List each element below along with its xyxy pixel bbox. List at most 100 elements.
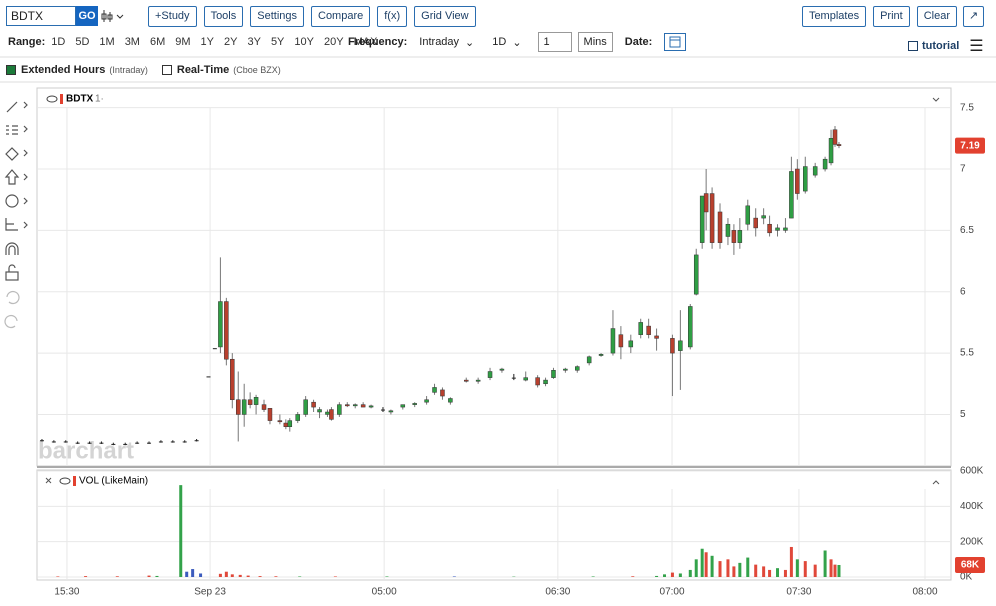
volume-panel bbox=[36, 469, 952, 581]
date-label: Date: bbox=[624, 36, 653, 48]
tutorial-text[interactable]: tutorial bbox=[922, 40, 960, 52]
candle-body bbox=[123, 443, 128, 445]
range-option[interactable]: 1D bbox=[51, 36, 66, 48]
close-icon[interactable] bbox=[45, 477, 52, 484]
candle-body bbox=[610, 328, 616, 354]
candle-body bbox=[287, 420, 293, 427]
volume-title: VOL (LikeMain) bbox=[79, 476, 148, 487]
toolbar-button[interactable]: Clear bbox=[916, 6, 957, 27]
candle-body bbox=[194, 440, 199, 442]
drawing-tools[interactable] bbox=[4, 101, 28, 329]
range-option[interactable]: 1Y bbox=[200, 36, 214, 48]
go-button[interactable]: GO bbox=[76, 6, 98, 26]
candle-body bbox=[737, 230, 743, 243]
volume-bar bbox=[813, 564, 817, 577]
legend-swatch[interactable] bbox=[6, 65, 16, 75]
candle-body bbox=[87, 442, 92, 444]
volume-bar bbox=[718, 561, 722, 577]
volume-bar bbox=[238, 574, 242, 577]
legend: Extended Hours (Intraday) Real-Time (Cboe B… bbox=[6, 63, 281, 77]
x-tick-label: 08:00 bbox=[913, 587, 938, 598]
candle-body bbox=[247, 399, 253, 405]
menu-icon[interactable]: ☰ bbox=[969, 38, 984, 55]
last-value-label: 68K bbox=[961, 560, 980, 571]
collapse-icon[interactable] bbox=[932, 97, 940, 102]
candle-body bbox=[147, 442, 152, 444]
candle-body bbox=[424, 399, 429, 403]
y-tick-label: 200K bbox=[960, 536, 984, 547]
y-tick-label: 6.5 bbox=[960, 225, 974, 236]
toolbar-button[interactable]: Grid View bbox=[414, 6, 476, 27]
y-tick-label: 600K bbox=[960, 466, 984, 477]
candle-body bbox=[499, 368, 505, 371]
candle-body bbox=[654, 335, 659, 339]
candle-body bbox=[725, 223, 731, 237]
eye-icon[interactable] bbox=[59, 477, 71, 485]
candle-body bbox=[400, 404, 406, 408]
toolbar-button[interactable]: Tools bbox=[203, 6, 244, 27]
expand-button[interactable]: ↗ bbox=[963, 6, 985, 27]
range-option[interactable]: 6M bbox=[149, 36, 166, 48]
toolbar-button[interactable]: Templates bbox=[801, 6, 867, 27]
range-option[interactable]: 9M bbox=[175, 36, 191, 48]
volume-bar bbox=[224, 571, 228, 577]
volume-bar bbox=[783, 569, 787, 577]
candle-body bbox=[753, 217, 758, 229]
interval-input[interactable]: 1 bbox=[537, 32, 572, 52]
range-option[interactable]: 1M bbox=[99, 36, 115, 48]
candle-body bbox=[170, 441, 175, 443]
candle-body bbox=[586, 356, 592, 364]
candle-body bbox=[463, 379, 469, 382]
range-option[interactable]: 2Y bbox=[224, 36, 238, 48]
chart-type-icon[interactable] bbox=[98, 6, 126, 26]
x-tick-label: 06:30 bbox=[545, 587, 570, 598]
toolbar-button[interactable]: Print bbox=[873, 6, 910, 27]
candle-body bbox=[99, 442, 104, 444]
frequency-select[interactable]: Intraday bbox=[419, 36, 460, 48]
volume-bar bbox=[179, 485, 183, 577]
range-option[interactable]: 3Y bbox=[247, 36, 261, 48]
tutorial-link[interactable]: tutorial ☰ bbox=[908, 36, 984, 56]
symbol-note: 1· bbox=[95, 94, 104, 105]
toolbar-button[interactable]: Compare bbox=[311, 6, 371, 27]
candle-body bbox=[368, 405, 374, 408]
y-tick-label: 400K bbox=[960, 501, 984, 512]
range-option[interactable]: 3M bbox=[124, 36, 140, 48]
volume-bar bbox=[258, 576, 262, 577]
eye-icon[interactable] bbox=[46, 95, 58, 103]
range-option[interactable]: 5Y bbox=[270, 36, 285, 48]
calendar-button[interactable] bbox=[664, 33, 687, 51]
range-option[interactable]: 20Y bbox=[323, 36, 344, 48]
range-option[interactable]: 5D bbox=[75, 36, 90, 48]
candle-body bbox=[39, 440, 44, 442]
volume-bar bbox=[199, 573, 203, 577]
legend-swatch[interactable] bbox=[161, 65, 172, 75]
toolbar-button[interactable]: +Study bbox=[148, 6, 197, 27]
candle-body bbox=[575, 366, 580, 371]
collapse-icon[interactable] bbox=[932, 480, 940, 485]
candle-body bbox=[277, 420, 283, 423]
volume-bar bbox=[274, 576, 278, 577]
right-buttons: Templates Print Clear bbox=[801, 6, 957, 27]
frequency-bar: Frequency: Intraday ⌄ 1D ⌄ 1 Mins Date: bbox=[348, 32, 687, 52]
candle-body bbox=[535, 377, 540, 386]
volume-bar bbox=[738, 562, 742, 577]
candle-body bbox=[812, 166, 818, 176]
toolbar-button[interactable]: Settings bbox=[250, 6, 304, 27]
candle-body bbox=[75, 442, 80, 444]
volume-header: VOL (LikeMain) bbox=[45, 476, 940, 487]
period-select[interactable]: 1D bbox=[492, 36, 507, 48]
range-bar: Range: 1D 5D 1M 3M 6M 9M 1Y 2Y 3Y 5Y 10Y 20Y MAX bbox=[8, 33, 387, 51]
symbol-input[interactable]: BDTX bbox=[6, 6, 76, 26]
candle-body bbox=[828, 138, 834, 164]
range-option[interactable]: MAX bbox=[353, 36, 378, 48]
candle-body bbox=[618, 334, 624, 348]
y-tick-label: 7.5 bbox=[960, 102, 974, 113]
range-option[interactable]: 10Y bbox=[294, 36, 314, 48]
toolbar-button[interactable]: f(x) bbox=[377, 6, 408, 27]
candle-body bbox=[261, 404, 267, 410]
candle-body bbox=[360, 404, 366, 408]
candle-body bbox=[206, 376, 211, 378]
candle-body bbox=[523, 377, 528, 381]
